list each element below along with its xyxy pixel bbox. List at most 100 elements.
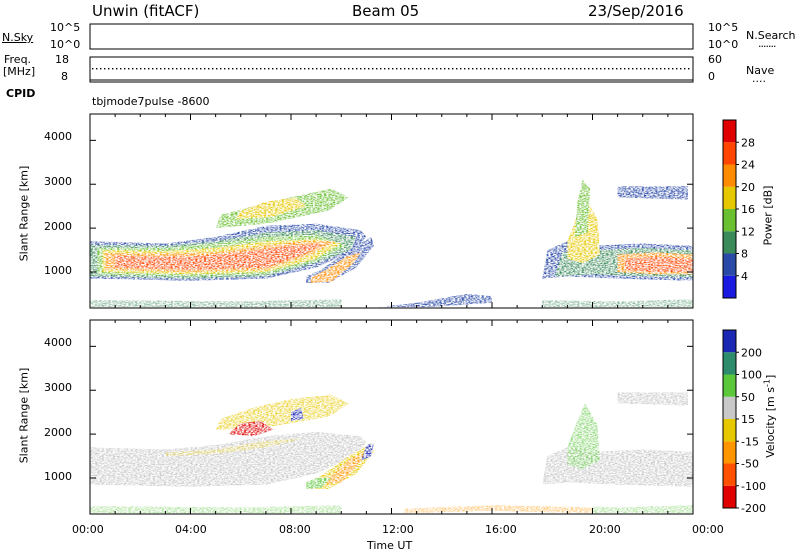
xtick-3: 12:00 [382,523,414,536]
freq-dot [344,68,346,70]
freq-dot [148,68,150,70]
radar-title: Unwin (fitACF) [92,2,200,20]
nave-label: Nave [746,64,775,77]
nave-dots: .... [752,72,766,85]
nave-tick-top-right: 60 [708,53,722,66]
power-ytick-2000: 2000 [44,220,72,233]
freq-dot [588,68,590,70]
freq-dot [496,68,498,70]
freq-dot [580,68,582,70]
freq-dot [100,68,102,70]
colorbar-tick-label: 200 [741,346,762,359]
colorbar-tick-label: 50 [741,391,755,404]
colorbar-swatch [723,164,736,187]
freq-dot [488,68,490,70]
colorbar-swatch [723,120,736,143]
freq-dot [348,68,350,70]
freq-dot [164,68,166,70]
xtick-1: 04:00 [175,523,207,536]
freq-dot [260,68,262,70]
velocity-ytick-3000: 3000 [44,381,72,394]
freq-dot [152,68,154,70]
colorbar-tick-label: 28 [741,136,755,149]
freq-dot [360,68,362,70]
freq-dot [272,68,274,70]
power-ytick-4000: 4000 [44,130,72,143]
freq-dot [528,68,530,70]
xaxis-label: Time UT [367,539,413,552]
freq-dot [508,68,510,70]
freq-dot [436,68,438,70]
freq-dot [136,68,138,70]
freq-tick-bottom-left: 8 [61,70,68,83]
freq-dot [128,68,130,70]
freq-dot [484,68,486,70]
freq-dot [188,68,190,70]
freq-dot [612,68,614,70]
freq-dot [476,68,478,70]
freq-dot [108,68,110,70]
heatmap-cell [542,299,693,308]
freq-dot [144,68,146,70]
freq-dot [388,68,390,70]
freq-dot [352,68,354,70]
freq-dot [124,68,126,70]
heatmap-cell [311,252,362,283]
colorbar-swatch [723,374,736,397]
freq-dot [244,68,246,70]
freq-dot [248,68,250,70]
colorbar-swatch [723,275,736,298]
heatmap-cell [165,438,304,457]
freq-dot [480,68,482,70]
velocity-colorbar: 200 100 50 15 -15 -50 -100 -200 [722,329,766,515]
freq-dot [340,68,342,70]
power-ytick-3000: 3000 [44,175,72,188]
cpid-label: CPID [6,87,36,100]
heatmap-cell [90,431,367,487]
freq-dot [504,68,506,70]
freq-dot [432,68,434,70]
colorbar-swatch [723,419,736,442]
freq-dot [648,68,650,70]
freq-dot [444,68,446,70]
freq-dot [220,68,222,70]
freq-dot [684,68,686,70]
colorbar-tick-label: 16 [741,203,755,216]
colorbar-swatch [723,209,736,232]
heatmap-cell [542,447,693,487]
heatmap-cell [306,478,332,489]
freq-dot [96,68,98,70]
xtick-5: 20:00 [589,523,621,536]
freq-dot [536,68,538,70]
nsky-tick-top-right: 10^5 [708,21,739,34]
colorbar-tick-label: 4 [741,270,748,283]
freq-dot [584,68,586,70]
freq-dot [384,68,386,70]
freq-dot [400,68,402,70]
freq-trace [92,68,690,70]
freq-dot [656,68,658,70]
freq-dot [572,68,574,70]
heatmap-cell [215,394,349,430]
freq-dot [324,68,326,70]
freq-dot [596,68,598,70]
freq-dot [448,68,450,70]
freq-dot [420,68,422,70]
freq-dot [576,68,578,70]
freq-dot [268,68,270,70]
freq-dot [372,68,374,70]
freq-dot [196,68,198,70]
heatmap-cell [404,505,593,514]
freq-dot [620,68,622,70]
freq-dot [312,68,314,70]
freq-dot [200,68,202,70]
freq-dot [552,68,554,70]
freq-dot [132,68,134,70]
freq-dot [516,68,518,70]
freq-dot [600,68,602,70]
freq-dot [472,68,474,70]
freq-dot [380,68,382,70]
velocity-ytick-1000: 1000 [44,470,72,483]
freq-dot [176,68,178,70]
